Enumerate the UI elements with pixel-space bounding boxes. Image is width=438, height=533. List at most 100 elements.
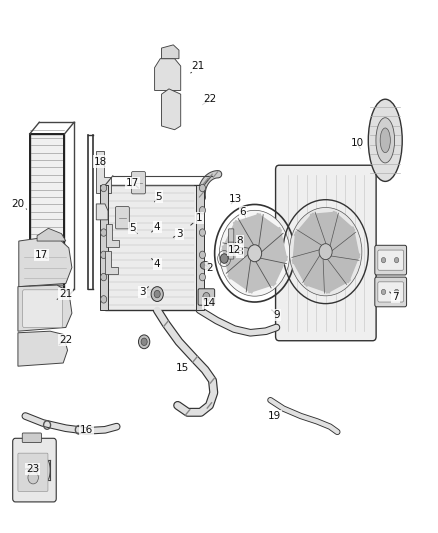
Polygon shape	[96, 204, 108, 220]
Ellipse shape	[376, 118, 395, 163]
Text: 17: 17	[35, 250, 48, 260]
Ellipse shape	[200, 262, 210, 269]
Circle shape	[28, 471, 39, 484]
Ellipse shape	[368, 99, 402, 181]
Circle shape	[381, 289, 386, 295]
Polygon shape	[330, 253, 360, 283]
FancyBboxPatch shape	[375, 277, 406, 307]
Polygon shape	[256, 213, 282, 249]
Text: 12: 12	[228, 245, 241, 255]
FancyBboxPatch shape	[18, 453, 48, 491]
Circle shape	[151, 287, 163, 302]
Text: 8: 8	[236, 236, 243, 246]
FancyBboxPatch shape	[198, 289, 215, 305]
Circle shape	[394, 257, 399, 263]
Polygon shape	[18, 331, 67, 366]
FancyBboxPatch shape	[13, 438, 56, 502]
Circle shape	[199, 251, 205, 259]
Polygon shape	[292, 254, 322, 286]
Circle shape	[101, 273, 107, 281]
Circle shape	[101, 184, 107, 192]
Polygon shape	[293, 232, 321, 263]
Text: 7: 7	[390, 292, 399, 302]
Text: 4: 4	[152, 222, 160, 232]
Polygon shape	[162, 89, 181, 130]
FancyBboxPatch shape	[116, 207, 129, 229]
Polygon shape	[233, 214, 261, 248]
Circle shape	[199, 296, 205, 303]
FancyBboxPatch shape	[229, 242, 234, 259]
Polygon shape	[259, 228, 287, 261]
Circle shape	[290, 207, 362, 296]
Text: 21: 21	[191, 61, 205, 73]
Circle shape	[219, 211, 290, 296]
Polygon shape	[155, 59, 181, 91]
FancyBboxPatch shape	[378, 282, 403, 302]
Text: 3: 3	[173, 229, 183, 239]
Polygon shape	[18, 285, 72, 331]
Polygon shape	[330, 227, 359, 258]
Polygon shape	[96, 151, 111, 193]
Circle shape	[101, 207, 107, 214]
Circle shape	[381, 257, 386, 263]
FancyBboxPatch shape	[229, 229, 234, 246]
FancyBboxPatch shape	[22, 433, 42, 442]
Text: 4: 4	[152, 259, 160, 269]
Polygon shape	[19, 236, 72, 287]
Text: 6: 6	[240, 207, 246, 217]
Circle shape	[154, 290, 160, 298]
Polygon shape	[162, 45, 179, 59]
Text: 14: 14	[203, 297, 216, 308]
Bar	[30, 134, 64, 301]
Polygon shape	[328, 211, 355, 247]
Text: 8: 8	[236, 247, 243, 257]
Text: 10: 10	[351, 139, 364, 149]
Text: 1: 1	[191, 213, 203, 225]
Polygon shape	[326, 257, 350, 293]
Polygon shape	[311, 212, 336, 246]
Text: 5: 5	[155, 191, 162, 202]
Circle shape	[199, 273, 205, 281]
Circle shape	[319, 244, 332, 260]
FancyBboxPatch shape	[375, 245, 406, 275]
Circle shape	[101, 229, 107, 236]
Text: 22: 22	[202, 94, 216, 105]
Polygon shape	[228, 258, 253, 293]
Ellipse shape	[380, 128, 390, 152]
Circle shape	[394, 289, 399, 295]
Text: 17: 17	[126, 177, 139, 188]
FancyBboxPatch shape	[276, 165, 376, 341]
Bar	[30, 253, 64, 301]
Polygon shape	[105, 251, 117, 274]
Circle shape	[220, 254, 228, 263]
Polygon shape	[222, 220, 251, 252]
Circle shape	[101, 296, 107, 303]
Bar	[196, 185, 204, 310]
Text: 16: 16	[80, 425, 93, 435]
Text: 19: 19	[268, 411, 281, 421]
Circle shape	[199, 229, 205, 236]
Circle shape	[199, 207, 205, 214]
Bar	[100, 185, 108, 310]
Polygon shape	[304, 257, 329, 293]
Text: 21: 21	[57, 289, 72, 300]
Text: 13: 13	[229, 193, 242, 204]
Circle shape	[138, 335, 150, 349]
Circle shape	[101, 251, 107, 259]
Polygon shape	[37, 228, 66, 241]
Polygon shape	[258, 255, 287, 286]
Bar	[105, 185, 198, 310]
FancyBboxPatch shape	[131, 172, 145, 194]
Text: 5: 5	[130, 223, 137, 233]
Polygon shape	[106, 224, 119, 247]
Polygon shape	[294, 213, 323, 248]
Text: mopar: mopar	[25, 467, 41, 471]
Polygon shape	[249, 259, 276, 293]
Text: 18: 18	[94, 157, 107, 167]
Text: 22: 22	[59, 335, 72, 345]
Circle shape	[199, 184, 205, 192]
FancyBboxPatch shape	[378, 250, 403, 270]
Polygon shape	[223, 246, 250, 279]
Text: 23: 23	[26, 464, 39, 474]
Circle shape	[203, 293, 210, 301]
